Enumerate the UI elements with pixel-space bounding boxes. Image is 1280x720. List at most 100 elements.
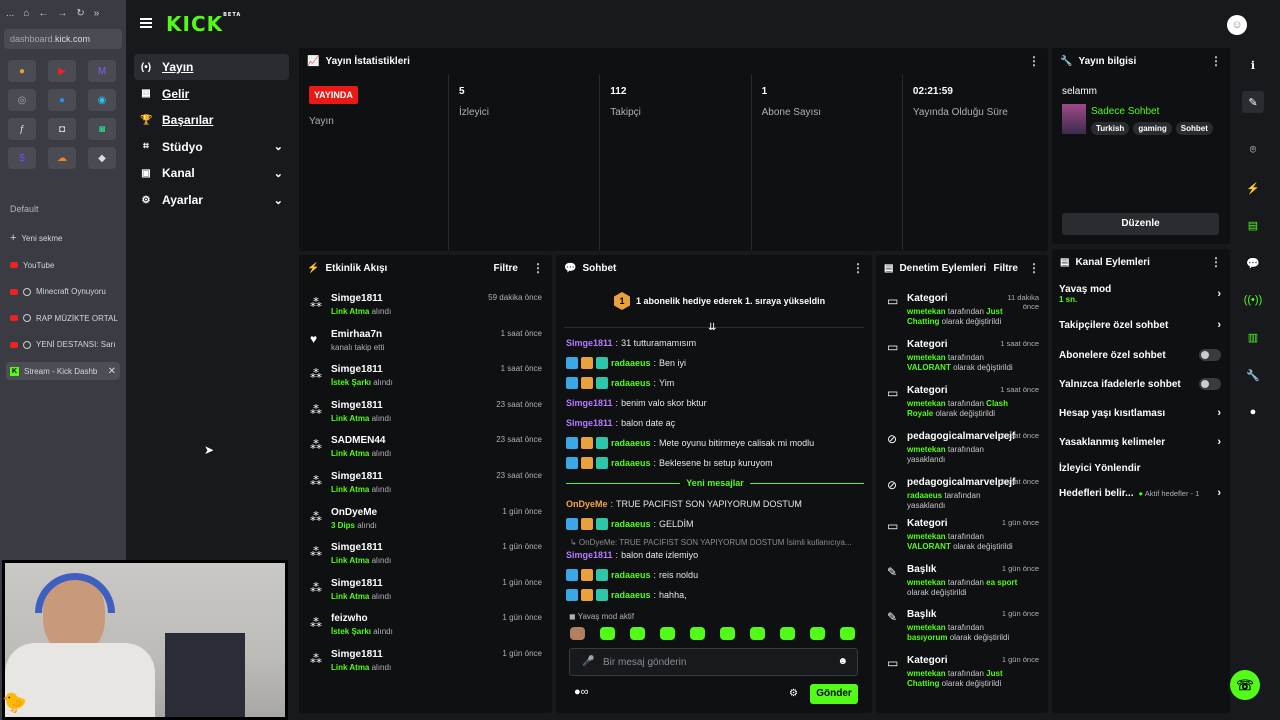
scroll-down-icon[interactable]: ⇊	[708, 322, 717, 333]
toggle-switch[interactable]	[1199, 349, 1221, 361]
rail-button[interactable]: ⌾	[1242, 139, 1264, 161]
mic-icon[interactable]: 🎤	[582, 656, 595, 667]
edit-button[interactable]: Düzenle	[1062, 213, 1219, 235]
toggle-switch[interactable]	[1199, 378, 1221, 390]
more-icon[interactable]: ⋮	[852, 261, 864, 275]
address-bar[interactable]: dashboard.kick.com	[4, 29, 122, 49]
chat-input[interactable]: 🎤 Bir mesaj gönderin ☻	[569, 648, 858, 676]
browser-nav-icon[interactable]: ...	[6, 8, 15, 19]
moderator-name[interactable]: radaaeus	[907, 491, 943, 500]
chat-username[interactable]: Simge1811	[566, 418, 613, 428]
emote-icon[interactable]	[810, 627, 825, 640]
more-icon[interactable]: ⋮	[1210, 255, 1222, 269]
pinned-tab[interactable]: ◘	[48, 118, 76, 140]
chat-username[interactable]: Simge1811	[566, 550, 613, 560]
browser-tab[interactable]: YouTube	[6, 256, 120, 274]
support-icon[interactable]: ☏	[1230, 670, 1260, 700]
activity-user[interactable]: OnDyeMe	[331, 506, 378, 518]
nav-0[interactable]: (•) Yayın	[134, 54, 289, 80]
chat-username[interactable]: Simge1811	[566, 338, 613, 348]
moderator-name[interactable]: wmetekan	[907, 669, 946, 678]
more-icon[interactable]: ⋮	[1028, 261, 1040, 275]
pinned-tab[interactable]: $	[8, 147, 36, 169]
emote-icon[interactable]	[840, 627, 855, 640]
activity-user[interactable]: Simge1811	[331, 364, 383, 376]
slow-mode-action[interactable]: Yavaş mod 1 sn. ›	[1059, 284, 1221, 308]
activity-user[interactable]: feizwho	[331, 613, 368, 625]
emote-icon[interactable]	[660, 627, 675, 640]
new-tab-button[interactable]: + Yeni sekme	[10, 232, 63, 244]
banned-words-action[interactable]: Yasaklanmış kelimeler ›	[1059, 431, 1221, 453]
rail-button[interactable]: ⚡	[1242, 177, 1264, 199]
subs-only-action[interactable]: Abonelere özel sohbet	[1059, 344, 1221, 366]
activity-user[interactable]: SADMEN44	[331, 435, 386, 447]
avatar[interactable]: ☺	[1227, 15, 1247, 35]
browser-nav-icon[interactable]: →	[57, 8, 68, 19]
activity-user[interactable]: Simge1811	[331, 649, 383, 660]
moderator-name[interactable]: wmetekan	[907, 399, 946, 408]
tag[interactable]: gaming	[1133, 122, 1172, 135]
emote-icon[interactable]	[720, 627, 735, 640]
rail-button[interactable]: ▤	[1242, 214, 1264, 236]
rail-button[interactable]: ℹ	[1242, 54, 1264, 76]
tag[interactable]: Turkish	[1091, 122, 1130, 135]
emote-icon[interactable]	[570, 627, 585, 640]
activity-user[interactable]: Simge1811	[331, 577, 383, 589]
browser-tab[interactable]: YENİ DESTANSI: Sarı	[6, 336, 120, 354]
more-icon[interactable]: ⋮	[1028, 54, 1040, 68]
rail-button[interactable]: 🔧	[1242, 364, 1264, 386]
emote-icon[interactable]	[690, 627, 705, 640]
pinned-tab[interactable]: ●	[48, 89, 76, 111]
moderator-name[interactable]: wmetekan	[907, 578, 946, 587]
browser-nav-icon[interactable]: »	[93, 8, 100, 19]
browser-nav-icon[interactable]: ⌂	[23, 8, 30, 19]
kick-logo[interactable]: KICKBETA	[166, 12, 242, 36]
browser-nav-icon[interactable]: ←	[38, 8, 49, 19]
moderator-name[interactable]: wmetekan	[907, 353, 946, 362]
rail-button[interactable]: ✎	[1242, 91, 1264, 113]
nav-4[interactable]: ▣ Kanal ⌄	[134, 160, 289, 186]
gear-icon[interactable]: ⚙	[789, 688, 798, 699]
chat-username[interactable]: radaaeus	[611, 519, 651, 529]
chat-username[interactable]: radaaeus	[611, 358, 651, 368]
moderator-name[interactable]: wmetekan	[907, 445, 946, 454]
activity-user[interactable]: Simge1811	[331, 471, 383, 482]
chat-username[interactable]: radaaeus	[611, 458, 651, 468]
category-name[interactable]: Sadece Sohbet	[1091, 106, 1160, 117]
pinned-tab[interactable]: ●	[8, 60, 36, 82]
nav-5[interactable]: ⚙ Ayarlar ⌄	[134, 187, 289, 213]
pinned-tab[interactable]: ƒ	[8, 118, 36, 140]
rail-button[interactable]: ((•))	[1242, 289, 1264, 311]
emote-icon[interactable]	[600, 627, 615, 640]
nav-2[interactable]: 🏆 Başarılar	[134, 107, 289, 133]
browser-nav-icon[interactable]: ↻	[76, 8, 85, 19]
send-button[interactable]: Gönder	[810, 684, 858, 704]
moderator-name[interactable]: wmetekan	[907, 532, 946, 541]
nav-1[interactable]: ▦ Gelir	[134, 81, 289, 107]
emoji-icon[interactable]: ☻	[837, 656, 848, 667]
close-icon[interactable]: ✕	[107, 365, 116, 377]
more-icon[interactable]: ⋮	[1210, 54, 1222, 68]
emote-icon[interactable]	[750, 627, 765, 640]
pinned-tab[interactable]: ▶	[48, 60, 76, 82]
browser-tab[interactable]: Minecraft Oynuyoru	[6, 283, 120, 301]
nav-3[interactable]: ⌗ Stüdyo ⌄	[134, 134, 289, 160]
emote-only-action[interactable]: Yalnızca ifadelerle sohbet	[1059, 373, 1221, 395]
chat-username[interactable]: OnDyeMe	[566, 499, 608, 509]
rail-button[interactable]: 💬	[1242, 252, 1264, 274]
pinned-tab[interactable]: ◆	[88, 147, 116, 169]
pinned-tab[interactable]: ◎	[8, 89, 36, 111]
activity-user[interactable]: Simge1811	[331, 399, 383, 411]
chat-username[interactable]: Simge1811	[566, 398, 613, 408]
moderator-name[interactable]: wmetekan	[907, 623, 946, 632]
browser-tab[interactable]: RAP MÜZİKTE ORTAL	[6, 309, 120, 327]
goals-action[interactable]: Hedefleri belir... ● Aktif hedefler - 1 ›	[1059, 487, 1221, 499]
activity-user[interactable]: Simge1811	[331, 542, 383, 554]
host-action[interactable]: İzleyici Yönlendir	[1059, 457, 1221, 479]
account-age-action[interactable]: Hesap yaşı kısıtlaması ›	[1059, 402, 1221, 424]
activity-user[interactable]: Simge1811	[331, 293, 383, 304]
filter-button[interactable]: Filtre	[993, 262, 1018, 274]
pinned-tab[interactable]: ☁	[48, 147, 76, 169]
chat-username[interactable]: radaaeus	[611, 590, 651, 600]
pinned-tab[interactable]: M	[88, 60, 116, 82]
